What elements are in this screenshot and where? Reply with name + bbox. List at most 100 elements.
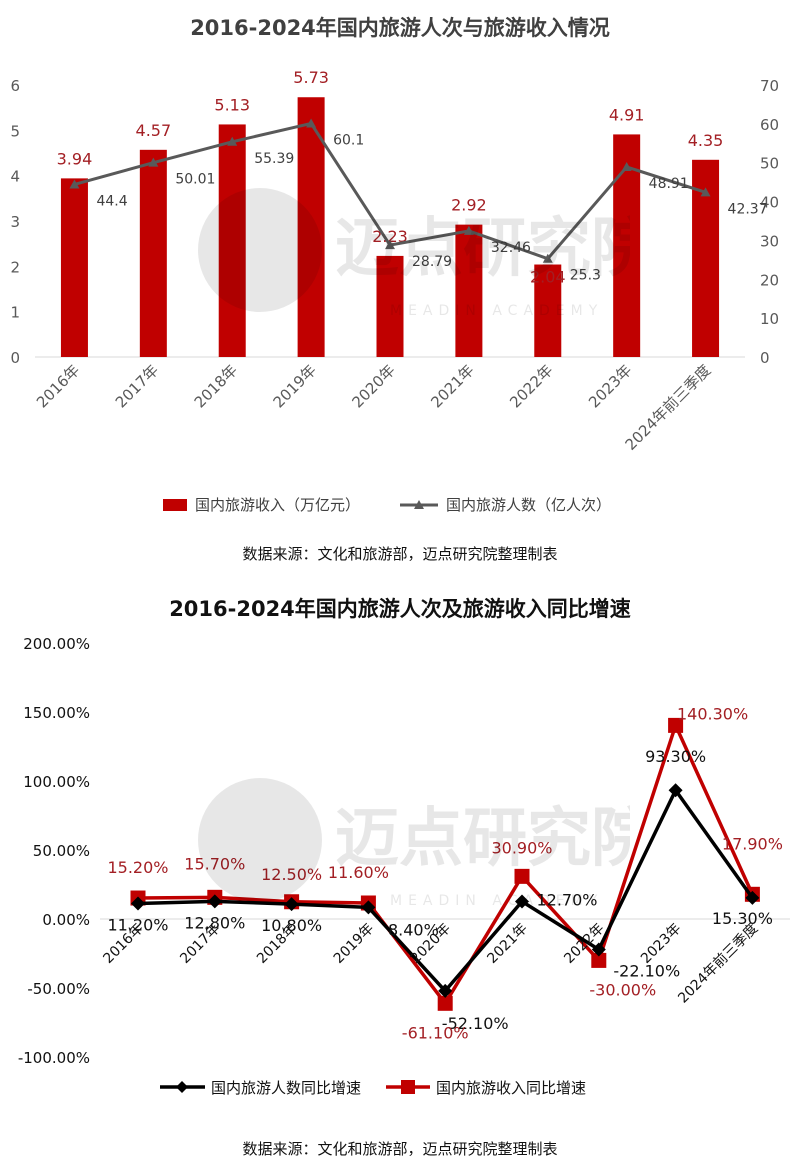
visitors-data-label: 32.46: [491, 240, 531, 256]
visitors-growth-data-label: -52.10%: [442, 1014, 509, 1033]
chart2-source: 数据来源：文化和旅游部，迈点研究院整理制表: [242, 1140, 558, 1158]
visitors-growth-marker: [438, 983, 453, 998]
y-tick-label: -50.00%: [27, 980, 90, 998]
revenue-bar: [455, 224, 483, 357]
revenue-data-label: 4.57: [136, 121, 172, 140]
right-y-tick-label: 10: [760, 310, 779, 328]
visitors-growth-marker: [591, 942, 606, 957]
left-y-tick-label: 2: [10, 258, 20, 276]
right-y-tick-label: 20: [760, 271, 779, 289]
left-y-tick-label: 1: [10, 304, 20, 322]
revenue-bar: [218, 124, 246, 357]
visitors-growth-marker: [131, 896, 145, 911]
legend-visitors-label: 国内旅游人数（亿人次）: [446, 496, 611, 514]
chart2-title: 2016-2024年国内旅游人次及旅游收入同比增速: [169, 597, 631, 621]
left-y-tick-label: 5: [10, 122, 20, 140]
visitors-data-label: 55.39: [254, 151, 294, 167]
x-tick-label: 2022年: [506, 361, 556, 411]
visitors-growth-data-label: 12.80%: [184, 913, 245, 932]
revenue-data-label: 2.92: [451, 196, 487, 215]
visitors-growth-marker: [515, 894, 529, 909]
tourism-volume-revenue-chart: 2016-2024年国内旅游人次与旅游收入情况 0 1 2 3 4 5 6 0 10 20 30 40…: [0, 0, 800, 580]
revenue-growth-data-label: -30.00%: [589, 980, 656, 999]
revenue-data-label: 4.35: [688, 131, 724, 150]
legend-revenue-label: 国内旅游收入（万亿元）: [195, 496, 360, 514]
legend-visitors-marker: [414, 500, 424, 509]
visitors-marker: [69, 179, 80, 189]
chart1-source: 数据来源：文化和旅游部，迈点研究院整理制表: [242, 545, 558, 563]
visitors-marker: [700, 187, 711, 197]
visitors-data-label: 44.4: [96, 193, 127, 209]
right-y-tick-label: 40: [760, 194, 779, 212]
chart1-plot: 01234560102030405060703.944.575.135.732.…: [10, 68, 779, 514]
chart2-plot: -100.00% -50.00% 0.00% 50.00% 100.00% 150.00%…: [18, 635, 790, 1097]
y-tick-label: 200.00%: [23, 635, 90, 653]
revenue-growth-marker: [437, 995, 453, 1011]
x-tick-label: 2016年: [33, 361, 83, 411]
x-tick-label: 2019年: [270, 361, 320, 411]
visitors-data-label: 28.79: [412, 254, 452, 270]
visitors-data-label: 60.1: [333, 132, 364, 148]
visitors-growth-marker: [668, 783, 683, 798]
revenue-growth-marker: [668, 717, 684, 733]
revenue-bar: [60, 178, 88, 357]
x-tick-label: 2020年: [348, 361, 398, 411]
visitors-growth-data-label: 11.20%: [107, 916, 168, 935]
revenue-data-label: 3.94: [57, 149, 93, 168]
revenue-growth-marker: [591, 952, 607, 968]
x-tick-label: 2024年前三季度: [622, 361, 715, 454]
growth-rate-chart: 2016-2024年国内旅游人次及旅游收入同比增速 -100.00% -50.00…: [0, 580, 800, 1167]
legend-visitors-growth-marker: [176, 1081, 188, 1093]
y-tick-label: 0.00%: [42, 911, 90, 929]
revenue-data-label: 2.04: [530, 268, 566, 287]
visitors-growth-data-label: 8.40%: [388, 920, 439, 939]
visitors-growth-marker: [284, 897, 299, 912]
revenue-growth-data-label: 30.90%: [491, 838, 552, 857]
visitors-growth-data-label: -22.10%: [613, 961, 680, 980]
y-tick-label: 100.00%: [23, 773, 90, 791]
x-tick-label: 2021年: [427, 361, 477, 411]
visitors-marker: [148, 157, 159, 167]
revenue-growth-data-label: 12.50%: [261, 865, 322, 884]
visitors-data-label: 25.3: [570, 268, 601, 284]
visitors-growth-data-label: 93.30%: [645, 747, 706, 766]
x-tick-label: 2023年: [585, 361, 635, 411]
visitors-growth-data-label: 12.70%: [536, 890, 597, 909]
legend-visitors-growth-label: 国内旅游人数同比增速: [211, 1079, 361, 1097]
revenue-bar: [297, 97, 325, 358]
x-tick-label: 2018年: [191, 361, 241, 411]
visitors-growth-data-label: 15.30%: [712, 909, 773, 928]
right-y-tick-label: 60: [760, 116, 779, 134]
revenue-data-label: 5.73: [293, 68, 329, 87]
revenue-data-label: 5.13: [214, 95, 250, 114]
y-tick-label: 50.00%: [33, 842, 90, 860]
visitors-marker: [463, 225, 474, 235]
revenue-growth-data-label: 15.70%: [184, 854, 245, 873]
left-y-tick-label: 3: [10, 213, 20, 231]
right-y-tick-label: 30: [760, 232, 779, 250]
right-y-tick-label: 70: [760, 77, 779, 95]
visitors-data-label: 50.01: [175, 172, 215, 188]
visitors-growth-data-label: 10.80%: [261, 916, 322, 935]
left-y-tick-label: 0: [10, 349, 20, 367]
revenue-data-label: 4.91: [609, 105, 645, 124]
chart1-title: 2016-2024年国内旅游人次与旅游收入情况: [190, 16, 610, 40]
visitors-growth-marker: [361, 900, 376, 915]
visitors-data-label: 48.91: [649, 176, 689, 192]
x-tick-label: 2019年: [331, 921, 377, 967]
visitors-growth-marker: [207, 894, 222, 909]
revenue-bar: [534, 264, 562, 357]
revenue-growth-marker: [514, 868, 530, 884]
revenue-growth-data-label: 15.20%: [107, 858, 168, 877]
revenue-bar: [613, 134, 641, 357]
visitors-data-label: 42.37: [728, 201, 768, 217]
legend-revenue-growth-label: 国内旅游收入同比增速: [436, 1079, 586, 1097]
revenue-bar: [376, 255, 404, 357]
left-y-tick-label: 6: [10, 77, 20, 95]
y-tick-label: 150.00%: [23, 704, 90, 722]
left-y-tick-label: 4: [10, 168, 20, 186]
revenue-growth-data-label: 11.60%: [328, 863, 389, 882]
legend-revenue-swatch: [163, 499, 187, 511]
x-tick-label: 2024年前三季度: [675, 920, 762, 1007]
x-tick-label: 2023年: [638, 921, 684, 967]
